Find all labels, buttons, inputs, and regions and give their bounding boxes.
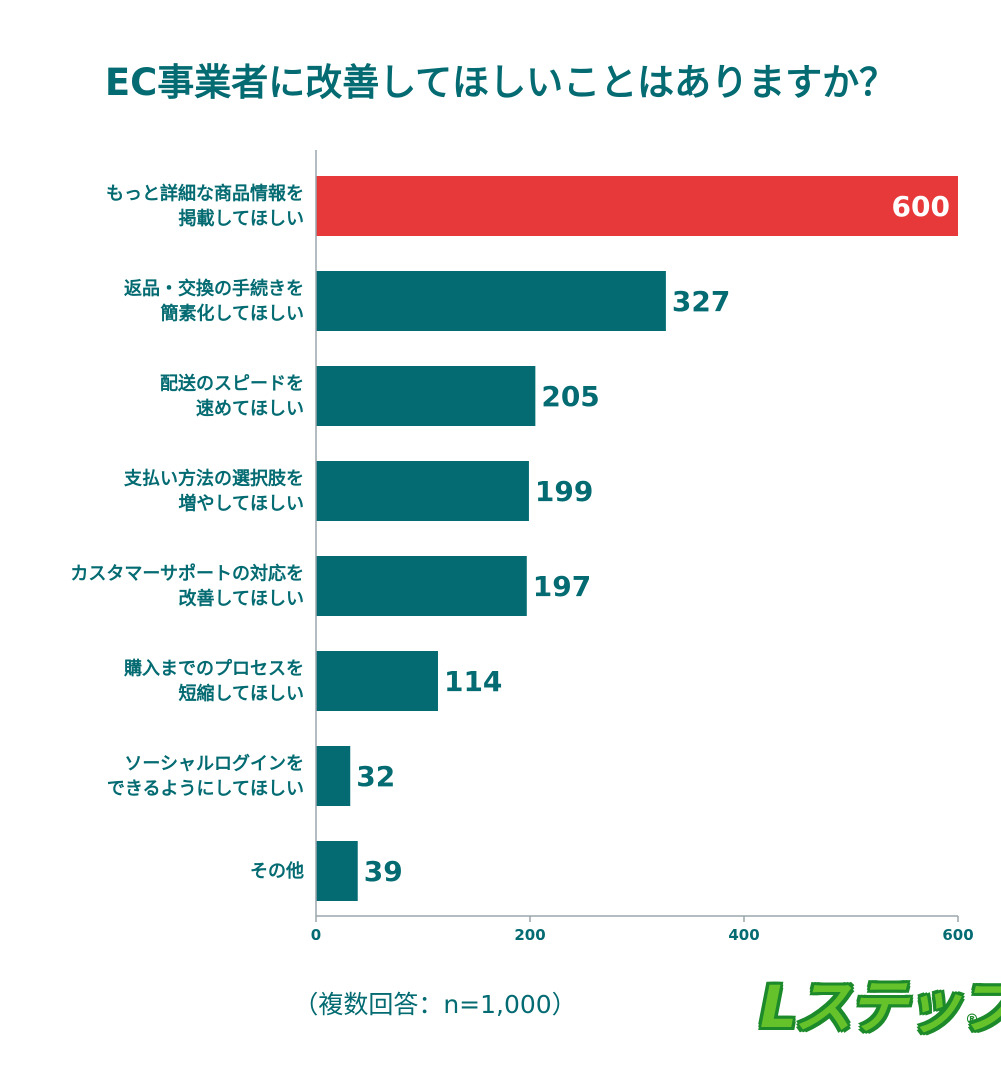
- bar-1: [316, 271, 666, 331]
- bar-6: [316, 746, 351, 806]
- bar-7: [316, 841, 358, 901]
- lstep-logo: Lステップ ®: [760, 960, 1001, 1041]
- registered-mark-icon: ®: [965, 1012, 979, 1028]
- category-label-6-1: できるようにしてほしい: [107, 779, 304, 800]
- data-label-5: 114: [444, 665, 502, 698]
- category-label-4-1: 改善してほしい: [179, 588, 304, 610]
- data-label-7: 39: [364, 855, 403, 888]
- category-label-4-0: カスタマーサポートの対応を: [70, 563, 304, 585]
- sample-note: （複数回答：n=1,000）: [293, 990, 577, 1019]
- category-label-6-0: ソーシャルログインを: [124, 753, 304, 775]
- category-label-3-0: 支払い方法の選択肢を: [123, 468, 304, 490]
- category-label-2-0: 配送のスピードを: [160, 373, 304, 395]
- category-label-1-1: 簡素化してほしい: [161, 303, 304, 325]
- data-label-1: 327: [672, 285, 730, 318]
- bar-4: [316, 556, 527, 616]
- data-label-0: 600: [892, 190, 950, 223]
- category-label-2-1: 速めてほしい: [196, 398, 304, 420]
- data-label-4: 197: [533, 570, 591, 603]
- logo-wordmark: Lステップ: [760, 973, 1001, 1041]
- category-label-0-0: もっと詳細な商品情報を: [106, 183, 304, 205]
- category-label-5-1: 短縮してほしい: [179, 683, 304, 705]
- data-label-6: 32: [356, 760, 395, 793]
- bar-5: [316, 651, 438, 711]
- category-label-1-0: 返品・交換の手続きを: [124, 278, 304, 300]
- x-tick-label-3: 600: [942, 926, 973, 944]
- category-label-3-1: 増やしてほしい: [179, 493, 304, 515]
- bar-3: [316, 461, 529, 521]
- bar-0: [316, 176, 958, 236]
- data-label-2: 205: [541, 380, 599, 413]
- category-label-7-0: その他: [250, 860, 304, 882]
- bar-2: [316, 366, 536, 426]
- x-tick-label-0: 0: [311, 926, 321, 944]
- chart-title: EC事業者に改善してほしいことはありますか？: [104, 61, 897, 104]
- x-tick-label-1: 200: [514, 926, 545, 944]
- category-label-0-1: 掲載してほしい: [179, 208, 304, 230]
- data-label-3: 199: [535, 475, 593, 508]
- x-tick-label-2: 400: [728, 926, 759, 944]
- category-label-5-0: 購入までのプロセスを: [123, 658, 304, 680]
